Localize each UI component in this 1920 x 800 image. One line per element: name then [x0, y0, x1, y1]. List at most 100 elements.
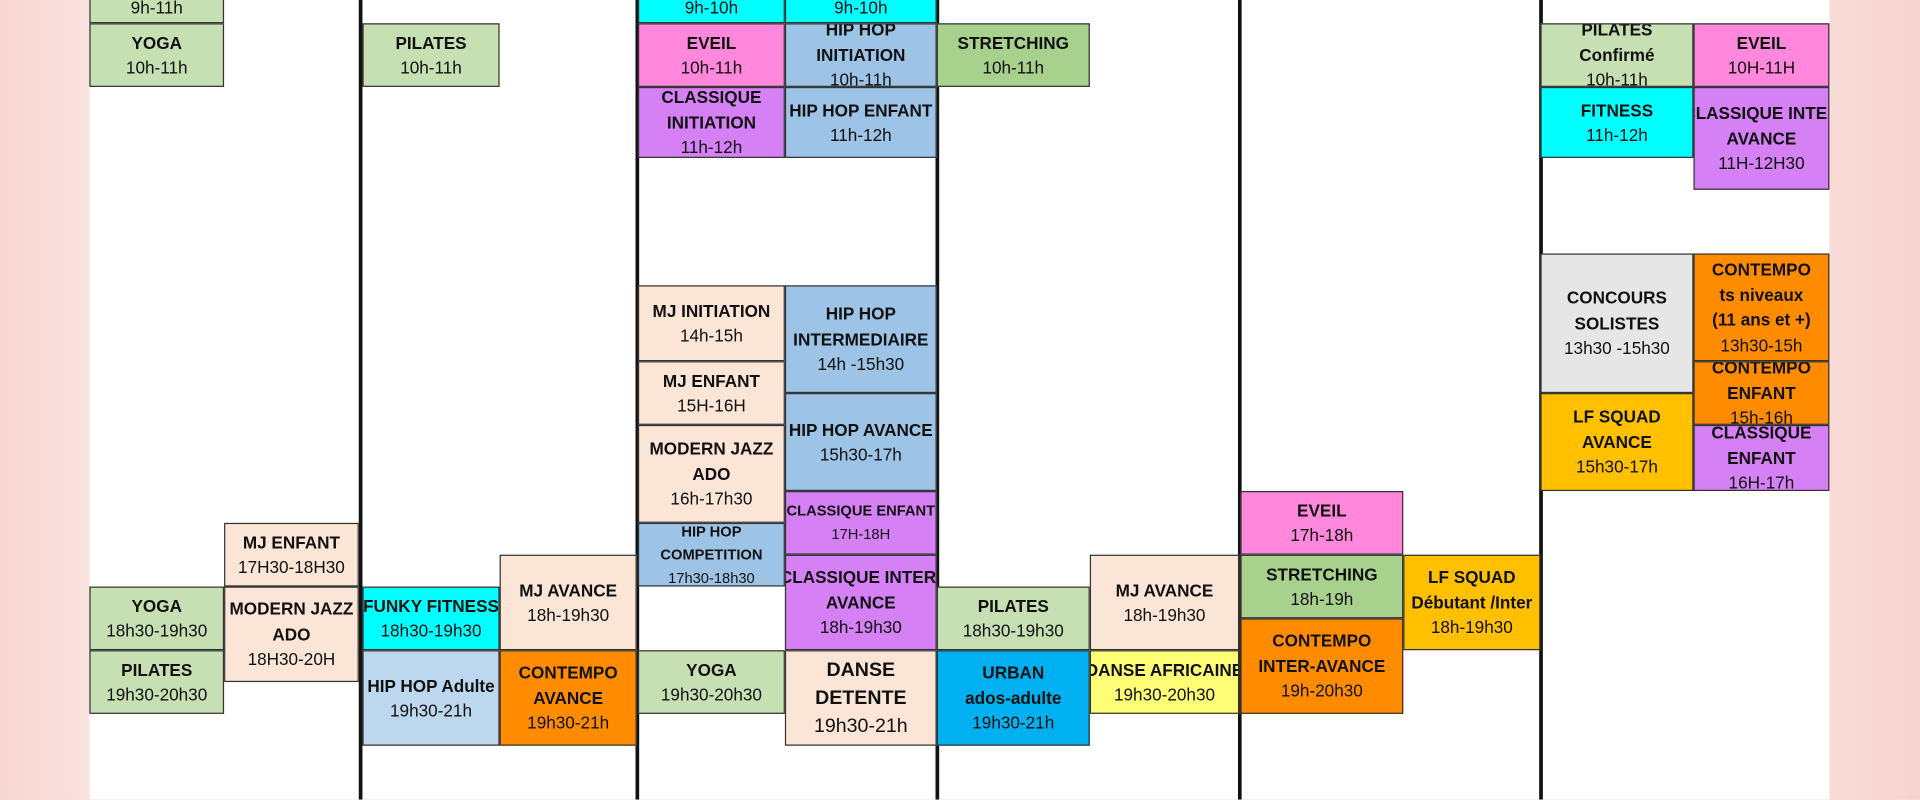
class-title: STRETCHING: [1266, 563, 1378, 584]
class-block: YOGA 19h30-20h30: [637, 650, 785, 714]
class-block: PILATES 10h-11h: [362, 23, 500, 87]
class-title: HIP HOP: [681, 522, 742, 540]
class-title: ENFANT: [1727, 382, 1796, 403]
class-block: PILATES 19h30-20h30: [89, 650, 225, 714]
class-title: AVANCE: [533, 687, 604, 708]
class-time: 18H30-20H: [247, 649, 336, 669]
class-title: CLASSIQUE: [1711, 424, 1812, 443]
class-block: PILATES Confirmé 10h-11h: [1540, 23, 1694, 87]
class-block: FUNKY FITNESS 18h30-19h30: [362, 586, 500, 651]
class-title: MJ AVANCE: [519, 579, 618, 600]
class-title: ENFANT: [1727, 447, 1796, 468]
class-block: MODERN JAZZ ADO 18H30-20H: [224, 586, 359, 683]
class-time: 10h-11h: [400, 57, 462, 78]
class-title: AVANCE: [1582, 431, 1652, 452]
class-block: CONTEMPO ts niveaux (11 ans et +) 13h30-15h: [1693, 253, 1830, 362]
class-block: MJ AVANCE 18h-19h30: [1089, 554, 1240, 651]
class-title: CONTEMPO: [1272, 630, 1372, 651]
class-time: 19h30-20h30: [1113, 684, 1216, 705]
class-block: HIP HOP Adulte 19h30-21h: [362, 650, 500, 746]
class-title: STRETCHING: [957, 32, 1069, 53]
class-block: DANSE AFRICAINE 19h30-20h30: [1089, 650, 1240, 714]
class-time: 19h30-20h30: [660, 684, 762, 705]
class-block: LF SQUAD AVANCE 15h30-17h: [1540, 393, 1694, 492]
class-time: 18h-19h30: [1430, 617, 1513, 638]
class-time: 15h-16h: [1729, 408, 1793, 425]
class-title: EVEIL: [686, 32, 737, 53]
class-title: CLASSIQUE ENFANT: [786, 502, 936, 520]
class-title: ts niveaux: [1719, 284, 1804, 305]
class-time: 18h-19h30: [527, 604, 610, 625]
class-time: 9h-11h: [130, 0, 183, 18]
class-time: 14h-15h: [679, 325, 743, 346]
class-title: HIP HOP ENFANT: [789, 99, 933, 120]
class-title: COMPETITION: [660, 545, 763, 563]
class-block: EVEIL 10h-11h: [637, 23, 785, 87]
class-title: Débutant /Inter: [1411, 592, 1533, 612]
class-title: HIP HOP AVANCE: [788, 419, 933, 439]
class-time: 18h30-19h30: [106, 620, 208, 641]
class-title: INTERMEDIAIRE: [793, 329, 929, 349]
class-block: 9h-11h: [89, 0, 225, 24]
class-title: YOGA: [131, 32, 182, 53]
class-title: ados-adulte: [965, 687, 1062, 708]
class-title: INITIATION: [666, 112, 757, 132]
class-block: EVEIL 10H-11H: [1693, 23, 1830, 87]
class-time: 18h-19h30: [819, 617, 902, 638]
class-title: FITNESS: [1580, 99, 1654, 120]
class-title: ADO: [692, 463, 731, 484]
class-time: 10h-11h: [982, 57, 1045, 78]
class-block: CONCOURS SOLISTES 13h30 -15h30: [1540, 253, 1694, 394]
class-block: MODERN JAZZ ADO 16h-17h30: [637, 424, 785, 523]
class-time: 16h-17h30: [670, 488, 753, 509]
class-time: 15h30-17h: [1575, 457, 1658, 477]
class-block: CONTEMPO INTER-AVANCE 19h-20h30: [1240, 618, 1404, 714]
class-time: 9h-10h: [684, 0, 739, 18]
class-time: 11H-12H30: [1718, 153, 1805, 173]
class-block: 9h-10h: [637, 0, 785, 24]
class-time: 19h30-21h: [390, 700, 473, 721]
class-block: MJ ENFANT 17H30-18H30: [224, 522, 359, 587]
column-divider: [358, 0, 363, 800]
class-time: 10H-11H: [1727, 57, 1796, 78]
class-time: 10h-11h: [829, 70, 892, 87]
class-title: CONTEMPO: [1711, 259, 1811, 280]
class-time: 19h30-21h: [813, 715, 908, 737]
class-block: CLASSIQUE INTER AVANCE 11H-12H30: [1693, 86, 1830, 190]
class-block: HIP HOP COMPETITION 17h30-18h30: [637, 522, 785, 587]
class-title: PILATES: [977, 595, 1049, 616]
class-title: LF SQUAD: [1573, 406, 1661, 427]
class-time: 18h30-19h30: [380, 620, 482, 641]
class-block: MJ ENFANT 15H-16H: [637, 361, 785, 425]
class-block: YOGA 10h-11h: [89, 23, 225, 87]
class-title: ADO: [272, 624, 311, 644]
class-title: AVANCE: [1726, 128, 1797, 148]
class-block: STRETCHING 10h-11h: [936, 23, 1090, 87]
class-block: CLASSIQUE ENFANT 17H-18H: [784, 491, 937, 555]
class-block: FITNESS 11h-12h: [1540, 86, 1694, 158]
class-block: MJ AVANCE 18h-19h30: [499, 554, 637, 651]
class-time: 15H-16H: [677, 395, 746, 416]
class-title: DANSE AFRICAINE: [1089, 659, 1240, 679]
class-time: 10h-11h: [680, 57, 743, 78]
class-time: 9h-10h: [834, 0, 888, 18]
class-time: 18h30-19h30: [962, 620, 1064, 641]
class-block: CLASSIQUE ENFANT 16H-17h: [1693, 424, 1830, 492]
class-time: 13h30-15h: [1720, 334, 1803, 355]
class-title: CONCOURS: [1566, 288, 1667, 308]
class-title: HIP HOP: [825, 23, 896, 40]
column-divider: [935, 0, 940, 800]
class-title: INITIATION: [816, 45, 906, 65]
class-block: HIP HOP INTERMEDIAIRE 14h -15h30: [784, 285, 937, 394]
class-title: CLASSIQUE INTER-: [784, 567, 937, 587]
class-title: HIP HOP Adulte: [367, 675, 495, 695]
class-title: PILATES: [1581, 23, 1653, 40]
class-time: 17h-18h: [1290, 525, 1354, 545]
class-title: MJ ENFANT: [242, 532, 341, 552]
class-title: Confirmé: [1579, 45, 1655, 65]
class-time: 18h-19h30: [1123, 604, 1206, 625]
class-title: DETENTE: [815, 687, 907, 709]
class-block: MJ INITIATION 14h-15h: [637, 285, 785, 362]
class-title: INTER-AVANCE: [1258, 656, 1386, 676]
